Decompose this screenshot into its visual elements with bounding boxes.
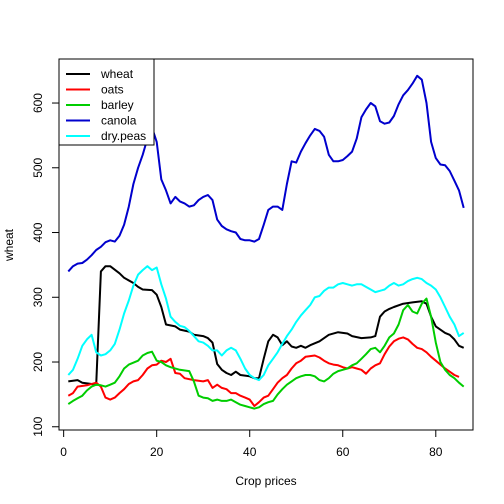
series-line-barley: [67, 297, 465, 410]
y-tick-label: 300: [31, 287, 45, 307]
legend-label: wheat: [100, 67, 134, 81]
y-tick-label: 100: [31, 416, 45, 436]
series-layer: [67, 74, 465, 410]
series-line-wheat: [68, 265, 465, 386]
y-tick-label: 200: [31, 352, 45, 372]
y-axis: 100 200 300 400 500 600: [31, 93, 60, 437]
y-tick-label: 400: [31, 222, 45, 242]
x-tick-label: 80: [429, 445, 443, 459]
legend-label: oats: [101, 83, 124, 97]
series-line-canola: [67, 74, 465, 273]
legend-label: canola: [101, 114, 137, 128]
x-tick-label: 20: [150, 445, 164, 459]
legend-label: dry.peas: [101, 129, 146, 143]
x-axis: 0 20 40 60 80: [60, 429, 443, 459]
x-tick-label: 40: [243, 445, 257, 459]
x-axis-label: Crop prices: [235, 474, 296, 488]
legend-label: barley: [101, 98, 134, 112]
y-tick-label: 500: [31, 157, 45, 177]
y-tick-label: 600: [31, 93, 45, 113]
y-axis-label: wheat: [2, 228, 16, 262]
series-line-oats: [67, 336, 460, 407]
series-line-dry-peas: [67, 265, 465, 382]
x-tick-label: 60: [336, 445, 350, 459]
x-tick-label: 0: [60, 445, 67, 459]
